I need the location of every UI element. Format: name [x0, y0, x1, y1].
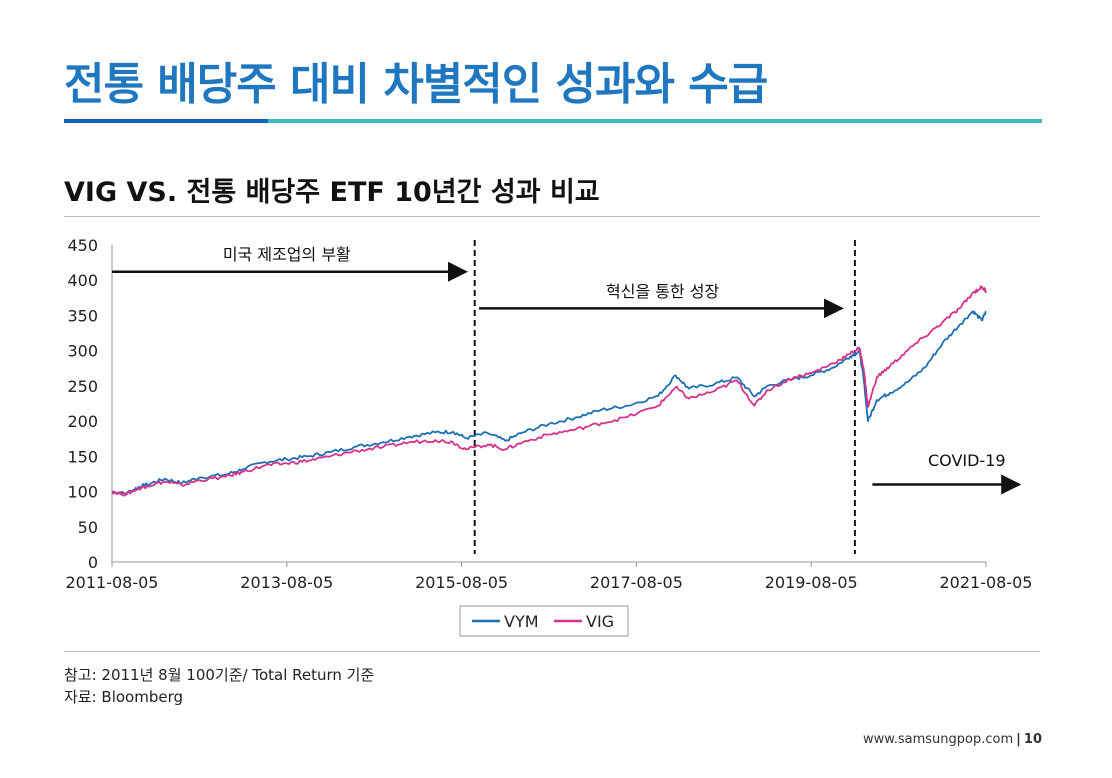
chart-source: 자료: Bloomberg	[64, 688, 184, 706]
series-line-vym	[111, 310, 987, 496]
y-tick-label: 350	[67, 306, 98, 325]
chart-note: 참고: 2011년 8월 100기준/ Total Return 기준	[64, 666, 375, 684]
footer-divider	[64, 651, 1040, 652]
website-link[interactable]: www.samsungpop.com	[863, 732, 1014, 747]
ann-covid-label: COVID-19	[928, 451, 1006, 470]
y-tick-label: 100	[67, 483, 98, 502]
y-axis: 0 50 100 150 200 250 300 350 400 450	[67, 236, 113, 572]
y-tick-label: 400	[67, 271, 98, 290]
x-tick-label: 2021-08-05	[940, 573, 1033, 592]
subtitle-divider	[64, 216, 1040, 217]
page-footer: www.samsungpop.com | 10	[863, 732, 1042, 747]
title-underline-left	[64, 119, 268, 123]
y-tick-label: 50	[78, 518, 98, 537]
legend-label-vig: VIG	[586, 612, 614, 631]
y-tick-label: 150	[67, 447, 98, 466]
y-tick-label: 0	[88, 553, 98, 572]
x-axis: 2011-08-05 2013-08-05 2015-08-05 2017-08-05…	[66, 561, 1033, 592]
x-tick-label: 2017-08-05	[590, 573, 683, 592]
chart-legend: VYM VIG	[459, 605, 629, 637]
title-underline-right	[268, 119, 1042, 123]
x-tick-label: 2013-08-05	[240, 573, 333, 592]
y-tick-label: 250	[67, 377, 98, 396]
legend-label-vym: VYM	[504, 612, 539, 631]
page-number: 10	[1023, 732, 1042, 747]
y-tick-label: 300	[67, 342, 98, 361]
page-title: 전통 배당주 대비 차별적인 성과와 수급	[64, 59, 768, 110]
ann-innovation-label: 혁신을 통한 성장	[606, 282, 719, 301]
x-tick-label: 2011-08-05	[66, 573, 159, 592]
series-layer	[111, 285, 987, 497]
series-line-vig	[111, 285, 987, 497]
footer-separator: |	[1016, 732, 1021, 747]
reference-lines	[473, 240, 856, 554]
ann-manufacturing-label: 미국 제조업의 부활	[223, 245, 351, 264]
x-tick-label: 2015-08-05	[415, 573, 508, 592]
y-tick-label: 200	[67, 412, 98, 431]
chart-subtitle: VIG VS. 전통 배당주 ETF 10년간 성과 비교	[64, 177, 600, 208]
x-tick-label: 2019-08-05	[765, 573, 858, 592]
y-tick-label: 450	[67, 236, 98, 255]
